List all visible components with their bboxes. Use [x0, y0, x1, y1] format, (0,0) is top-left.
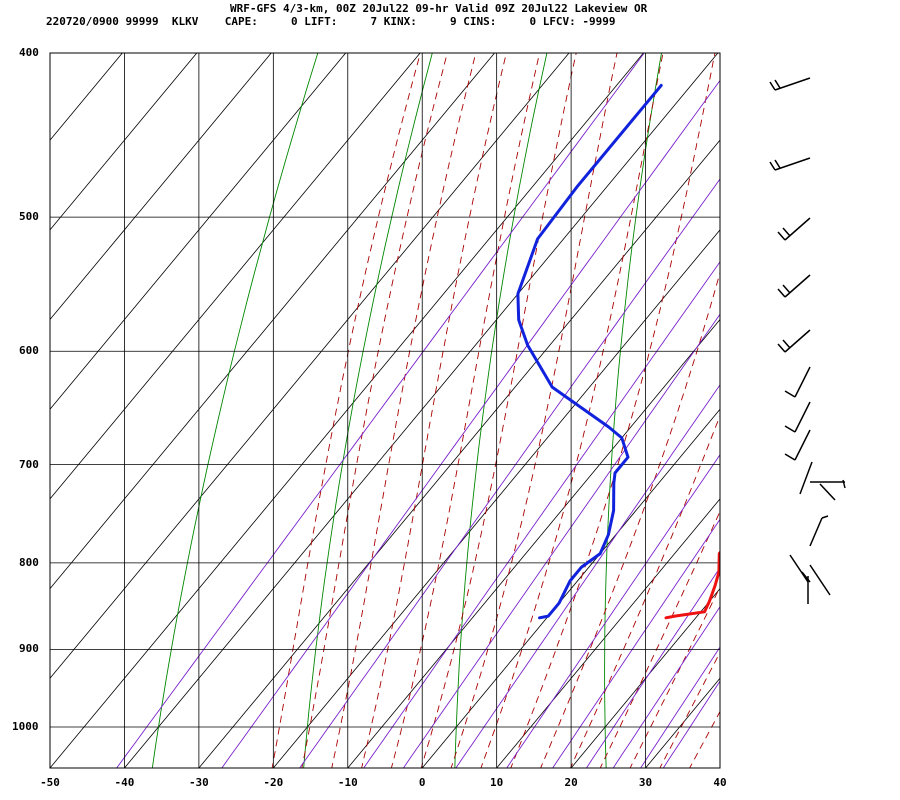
wind-barb [769, 77, 811, 91]
isotherm-line [50, 53, 421, 500]
isotherm-line [50, 53, 644, 768]
header-info: 220720/0900 99999 KLKV CAPE: 0 LIFT: 7 K… [46, 15, 616, 28]
isotherm-line [198, 139, 720, 768]
mixing-ratio-line [662, 680, 720, 768]
isotherm-line [421, 408, 720, 768]
x-tick-label: -10 [337, 776, 358, 789]
wind-barb [777, 217, 811, 241]
wind-barb [799, 461, 846, 501]
mixing-ratio-line [612, 605, 720, 768]
moist-adiabat-line [629, 586, 720, 768]
wind-barb [784, 366, 811, 398]
y-tick-label: 500 [19, 210, 39, 224]
mixing-ratio-line [116, 53, 645, 768]
plot-frame [49, 52, 721, 769]
wind-barb [784, 401, 811, 433]
isotherm-line [570, 587, 720, 768]
moist-adiabat-line [331, 53, 477, 768]
x-tick-label: 20 [564, 776, 578, 789]
x-tick-label: -50 [40, 776, 60, 789]
wind-barb [777, 274, 811, 298]
mixing-ratio-line [552, 518, 720, 768]
mixing-ratio-line [640, 646, 720, 768]
x-tick-label: -30 [188, 776, 209, 789]
mixing-ratio-line [221, 79, 720, 768]
moist-adiabat-line [599, 510, 720, 768]
y-tick-label: 800 [19, 555, 39, 569]
wind-barb [789, 554, 811, 604]
isotherm-line [794, 15, 900, 768]
isotherm-line [50, 53, 570, 679]
isotherm-line [50, 53, 496, 590]
sounding-trace [664, 550, 720, 620]
x-tick-label: -20 [263, 776, 284, 789]
mixing-ratio-line [585, 566, 720, 768]
mixing-ratio-line [506, 454, 720, 768]
moist-adiabat-line [420, 53, 577, 768]
mixing-ratio-line [299, 178, 720, 768]
isotherm-line [50, 53, 272, 321]
y-tick-label: 900 [19, 642, 39, 656]
wind-barb [777, 329, 811, 353]
y-tick-label: 700 [19, 457, 39, 471]
x-tick-label: 40 [713, 776, 727, 789]
x-tick-label: 10 [490, 776, 504, 789]
x-tick-label: -40 [114, 776, 135, 789]
isotherm-line [50, 53, 198, 231]
moist-adiabat-line [540, 270, 720, 768]
moist-adiabat-line [271, 53, 421, 768]
mixing-ratio-line [363, 261, 720, 768]
moist-adiabat-line [450, 53, 618, 768]
dry-adiabat-line [878, 15, 900, 770]
isotherm-line [719, 767, 720, 768]
isotherm-line [645, 677, 720, 768]
isotherm-line [50, 53, 347, 410]
wind-barb [769, 157, 811, 171]
isotherm-line [273, 229, 720, 768]
dry-adiabat-line [746, 15, 782, 770]
moist-adiabat-line [301, 53, 448, 768]
sounding-trace [516, 83, 663, 620]
moist-adiabat-line [659, 651, 720, 768]
dry-adiabat-line [454, 53, 548, 768]
y-tick-label: 1000 [12, 720, 39, 733]
moist-adiabat-line [361, 53, 507, 768]
isotherm-line [496, 498, 720, 768]
wind-barb [809, 515, 829, 547]
moist-adiabat-line [390, 53, 541, 768]
dry-adiabat-line [604, 53, 662, 768]
wind-barb [809, 564, 831, 596]
y-tick-label: 400 [19, 46, 39, 59]
moist-adiabat-line [480, 53, 664, 768]
y-tick-label: 600 [19, 344, 39, 358]
moist-adiabat-line [569, 414, 720, 768]
dry-adiabat-line [303, 53, 433, 768]
dry-adiabat-line [151, 53, 319, 768]
x-tick-label: 30 [638, 776, 653, 789]
isotherm-line [124, 53, 719, 768]
wind-barb [784, 429, 811, 461]
header-title: WRF-GFS 4/3-km, 00Z 20Jul22 09-hr Valid … [230, 2, 648, 15]
moist-adiabat-line [510, 53, 716, 768]
mixing-ratio-line [402, 313, 720, 768]
x-tick-label: 0 [418, 776, 426, 789]
mixing-ratio-line [455, 384, 720, 768]
